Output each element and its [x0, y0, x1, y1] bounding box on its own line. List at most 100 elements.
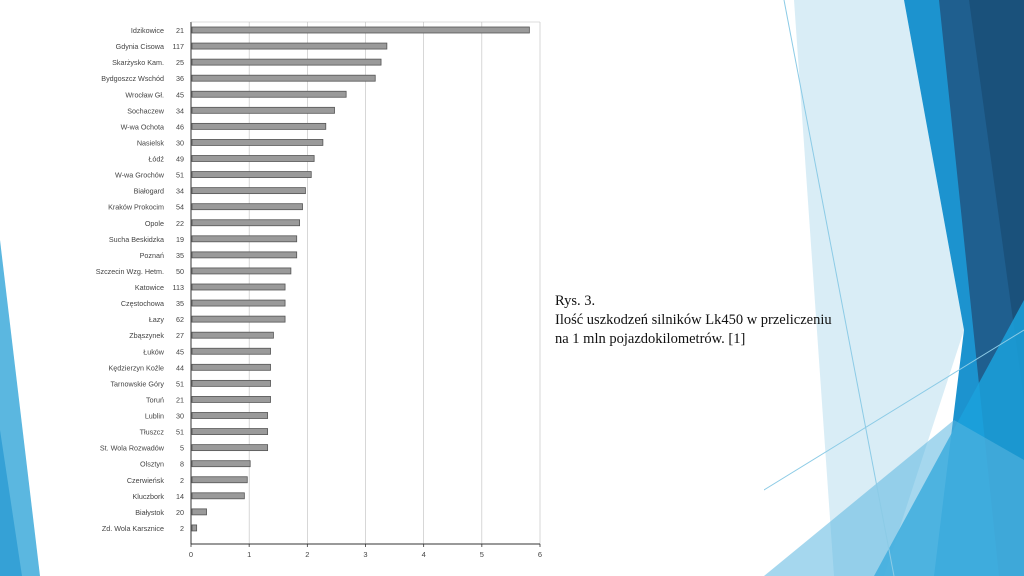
right-accent-lower: [764, 420, 1024, 576]
category-label: Idzikowice: [131, 26, 164, 35]
category-label: Kluczbork: [132, 492, 164, 501]
bar: [191, 379, 271, 387]
count-label: 51: [176, 428, 184, 437]
category-label: Łuków: [143, 347, 165, 356]
bar: [191, 267, 292, 275]
category-label: Opole: [145, 219, 164, 228]
count-label: 25: [176, 58, 184, 67]
category-label: Białystok: [135, 508, 164, 517]
count-label: 62: [176, 315, 184, 324]
count-label: 50: [176, 267, 184, 276]
right-accent-deep: [969, 0, 1024, 400]
x-tick-label: 1: [247, 550, 251, 559]
category-label: Olsztyn: [140, 460, 164, 469]
bar: [191, 219, 301, 227]
count-label: 27: [176, 331, 184, 340]
x-tick-label: 2: [305, 550, 309, 559]
bar: [191, 460, 251, 468]
count-label: 35: [176, 251, 184, 260]
x-tick-label: 5: [480, 550, 484, 559]
category-label: Łódź: [148, 155, 164, 164]
bar: [191, 508, 207, 516]
x-tick-label: 3: [363, 550, 367, 559]
bar: [191, 187, 306, 195]
bar: [191, 476, 248, 484]
category-label: W-wa Ochota: [121, 122, 164, 131]
category-label: Wrocław Gł.: [125, 90, 164, 99]
count-label: 35: [176, 299, 184, 308]
bar: [191, 363, 271, 371]
bar: [191, 524, 198, 532]
count-label: 21: [176, 395, 184, 404]
category-label: Kędzierzyn Koźle: [108, 363, 164, 372]
count-label: 22: [176, 219, 184, 228]
category-label: Poznań: [140, 251, 164, 260]
bar: [191, 283, 286, 291]
category-label: Tarnowskie Góry: [110, 379, 164, 388]
caption-figure-number: Rys. 3.: [555, 293, 596, 309]
category-label: Częstochowa: [121, 299, 164, 308]
labels-layer: Idzikowice 21 Gdynia Cisowa 117 Skarżysko Ka…: [96, 26, 184, 533]
bars-layer: [191, 26, 530, 532]
bar: [191, 58, 382, 66]
right-accent-line: [783, 0, 895, 576]
category-label: Tłuszcz: [140, 428, 165, 437]
bar-chart: Idzikowice 21 Gdynia Cisowa 117 Skarżysko Ka…: [80, 18, 550, 568]
category-label: Łazy: [149, 315, 165, 324]
bar: [191, 235, 298, 243]
bar: [191, 396, 271, 403]
bar: [191, 299, 286, 307]
caption-text-line-1: Ilość uszkodzeń silników Lk450 w przelic…: [555, 312, 832, 328]
count-label: 46: [176, 122, 184, 131]
category-label: Szczecin Wzg. Hetm.: [96, 267, 164, 276]
category-label: Białogard: [134, 187, 164, 196]
bar: [191, 155, 315, 162]
bar: [191, 347, 271, 355]
bar: [191, 42, 388, 50]
bar: [191, 122, 327, 130]
count-label: 30: [176, 138, 184, 147]
bar: [191, 251, 298, 259]
count-label: 5: [180, 444, 184, 453]
count-label: 45: [176, 90, 184, 99]
category-label: Gdynia Cisowa: [116, 42, 164, 51]
category-label: Zd. Wola Karsznice: [102, 524, 164, 533]
bar: [191, 203, 303, 211]
slide-decoration-right: [764, 0, 1024, 576]
caption-text-line-2: na 1 mln pojazdokilometrów. [1]: [555, 331, 746, 347]
category-label: Katowice: [135, 283, 164, 292]
bar: [191, 26, 530, 34]
count-label: 44: [176, 363, 184, 372]
category-label: Czerwieńsk: [127, 476, 165, 485]
x-tick-label: 6: [538, 550, 542, 559]
left-accent-shape: [0, 240, 40, 576]
category-label: Kraków Prokocim: [108, 203, 164, 212]
bar: [191, 171, 312, 178]
count-label: 21: [176, 26, 184, 35]
right-accent-light: [794, 0, 964, 576]
count-label: 36: [176, 74, 184, 83]
bar: [191, 331, 274, 339]
figure-caption: Rys. 3. Ilość uszkodzeń silników Lk450 w…: [555, 292, 855, 349]
count-label: 34: [176, 187, 184, 196]
category-label: W-wa Grochów: [115, 171, 165, 180]
slide-decoration-left: [0, 240, 40, 576]
category-label: St. Wola Rozwadów: [100, 444, 165, 453]
count-label: 14: [176, 492, 184, 501]
category-label: Zbąszynek: [129, 331, 164, 340]
bar: [191, 444, 269, 452]
category-label: Lublin: [145, 412, 164, 421]
count-label: 117: [173, 42, 184, 51]
bar: [191, 492, 245, 500]
x-tick-label: 4: [422, 550, 426, 559]
bar: [191, 106, 335, 114]
count-label: 54: [176, 203, 184, 212]
count-label: 51: [176, 379, 184, 388]
count-label: 2: [180, 524, 184, 533]
bar: [191, 139, 324, 146]
count-label: 34: [176, 106, 184, 115]
right-accent-line-2: [764, 329, 1024, 491]
category-label: Toruń: [146, 395, 164, 404]
bar: [191, 428, 269, 435]
